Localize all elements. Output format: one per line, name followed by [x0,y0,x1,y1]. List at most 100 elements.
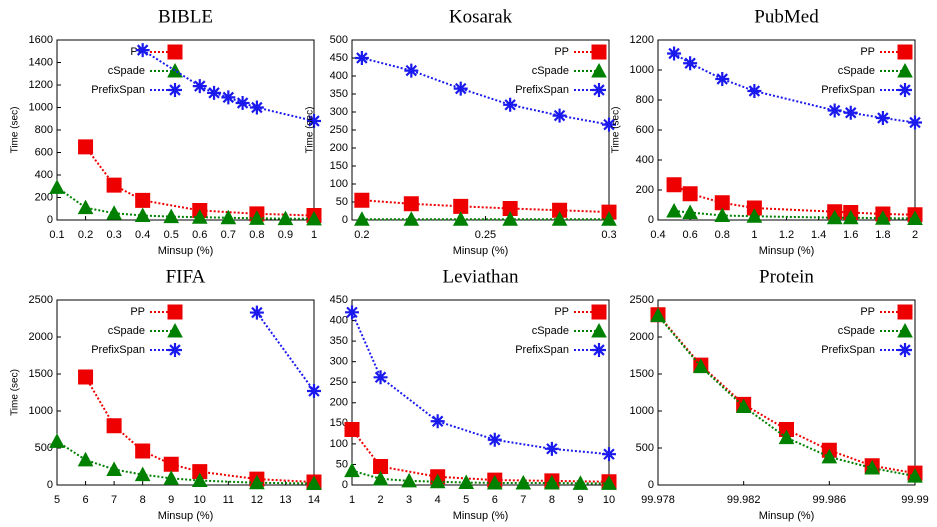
data-point [372,470,389,486]
legend-label: cSpade [838,65,875,77]
y-tick-label: 0 [47,479,53,491]
series-line [673,52,916,124]
x-tick-label: 2 [912,229,918,241]
y-tick-label: 1000 [29,101,53,113]
y-tick-label: 200 [330,397,348,409]
legend-label: PP [860,46,875,58]
y-tick-label: 150 [330,417,348,429]
data-point [666,177,682,193]
x-tick-label: 13 [279,494,291,506]
data-point [401,472,417,488]
x-tick-label: 14 [308,494,320,506]
data-point [106,205,122,220]
y-tick-label: 1400 [29,56,53,68]
y-tick-label: 1500 [29,368,53,380]
legend-marker [168,343,182,357]
legend-label: cSpade [108,325,145,337]
legend-marker [591,44,607,60]
y-tick-label: 450 [330,294,348,306]
x-tick-label: 0.8 [249,229,264,241]
series-line [361,199,610,214]
data-point [714,207,731,222]
legend-marker [898,83,912,97]
x-tick-label: 6 [492,494,498,506]
data-point [235,96,250,110]
x-tick-label: 9 [577,494,583,506]
data-point [601,475,617,490]
data-point [683,56,698,71]
y-tick-label: 500 [330,34,348,46]
x-axis-label: Minsup (%) [759,245,815,257]
data-point [842,209,859,225]
y-tick-label: 150 [330,160,348,172]
y-axis-label: Time (sec) [10,369,21,416]
y-tick-label: 0 [648,479,654,491]
data-point [908,115,922,130]
plot-frame [657,299,916,486]
plot-frame [56,299,315,486]
legend-label: PrefixSpan [91,84,145,96]
legend-label: cSpade [108,65,145,77]
data-point [502,211,518,226]
chart-title: PubMed [754,6,819,27]
y-tick-label: 1000 [630,64,654,76]
x-axis-label: Minsup (%) [453,510,509,522]
x-tick-label: 9 [168,494,174,506]
data-point [650,307,666,323]
x-tick-label: 0.9 [278,229,293,241]
legend-marker [898,343,912,357]
y-tick-label: 1200 [630,34,654,46]
data-point [220,209,237,225]
data-point [552,202,568,218]
data-point [682,204,698,219]
data-point [163,470,180,485]
x-axis-label: Minsup (%) [158,245,214,257]
data-point [344,462,360,478]
y-tick-label: 300 [330,356,348,368]
x-tick-label: 0.4 [135,229,150,241]
series-line [351,311,610,456]
x-tick-label: 1.6 [843,229,858,241]
x-tick-label: 0.4 [650,229,665,241]
x-tick-label: 8 [140,494,146,506]
y-axis-label: Time (sec) [305,107,316,154]
y-tick-label: 1200 [29,79,53,91]
legend-label: cSpade [532,65,569,77]
series-line [673,183,916,216]
plot-frame [56,39,315,221]
y-tick-label: 0 [47,214,53,226]
data-point [277,210,294,226]
data-point [602,117,616,132]
data-point [373,370,388,385]
legend-marker [897,322,913,338]
data-point [746,200,762,216]
data-point [515,474,532,490]
y-tick-label: 350 [330,88,348,100]
data-point [403,211,420,226]
data-point [843,105,858,120]
legend-marker [591,62,607,78]
x-tick-label: 10 [603,494,615,506]
x-tick-label: 0.2 [354,229,369,241]
y-tick-label: 800 [636,94,654,106]
chart-title: Kosarak [449,6,513,27]
legend-label: PP [860,306,875,318]
y-tick-label: 400 [35,169,53,181]
y-tick-label: 300 [330,106,348,118]
data-point [221,90,236,105]
x-tick-label: 99.982 [727,494,761,506]
data-point [486,474,503,490]
legend-marker [168,83,182,97]
legend-marker [591,304,607,320]
series-line [673,210,916,220]
series-line [84,146,315,217]
data-point [192,464,208,480]
y-tick-label: 0 [342,214,348,226]
data-point [344,422,360,437]
y-tick-label: 500 [35,442,53,454]
x-tick-label: 1 [311,229,317,241]
data-point [345,305,359,320]
data-point [49,179,65,194]
series-line [56,186,315,220]
y-tick-label: 2500 [29,294,53,306]
